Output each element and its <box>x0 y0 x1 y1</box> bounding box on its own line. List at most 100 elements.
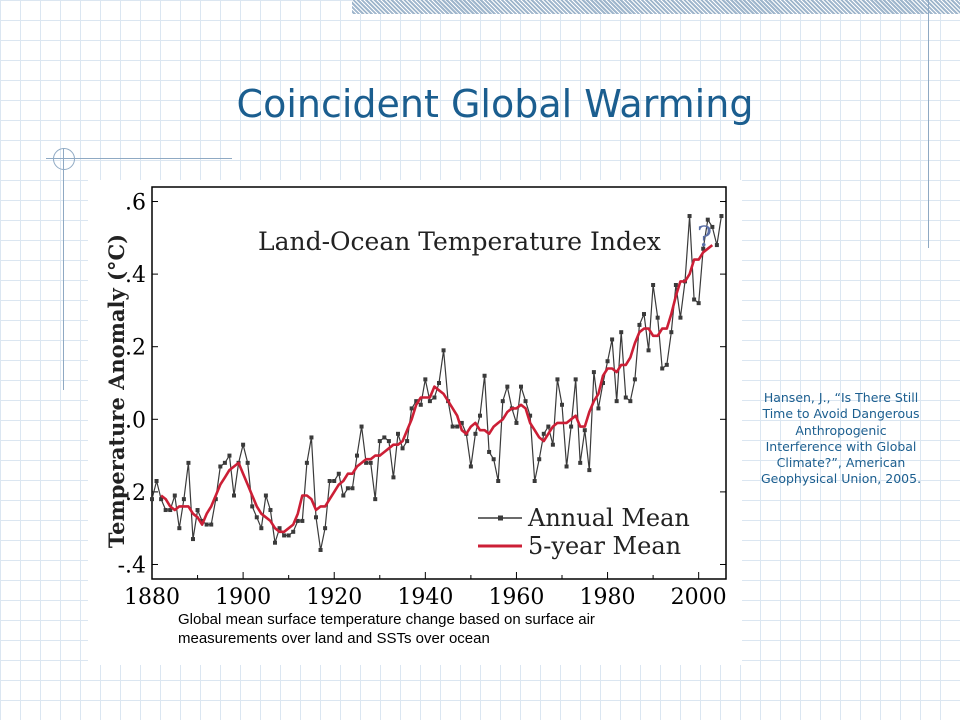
annual-mean-point <box>332 479 337 483</box>
annual-mean-point <box>450 424 455 429</box>
annual-mean-point <box>628 399 633 404</box>
annual-mean-point <box>573 377 578 382</box>
header-pattern-band <box>352 0 960 14</box>
annual-mean-point <box>491 457 496 462</box>
legend-annual-marker <box>498 515 503 521</box>
annual-mean-point <box>200 518 205 523</box>
x-tick-label: 1900 <box>215 585 271 610</box>
annual-mean-point <box>473 431 478 436</box>
annual-mean-point <box>345 486 350 491</box>
decor-horizontal-rule <box>46 158 232 159</box>
annual-mean-point <box>195 508 200 513</box>
annual-mean-point <box>227 453 232 458</box>
annual-mean-point <box>368 460 373 465</box>
annual-mean-point <box>282 533 287 538</box>
annual-mean-point <box>432 395 437 400</box>
annual-mean-point <box>163 508 168 513</box>
annual-mean-point <box>560 402 564 407</box>
annual-mean-point <box>341 493 346 498</box>
annual-mean-point <box>286 533 291 538</box>
annual-mean-point <box>177 526 182 531</box>
annual-mean-point <box>218 464 223 469</box>
y-tick-label: .2 <box>125 336 146 361</box>
annual-mean-point <box>642 312 646 317</box>
annual-mean-point <box>564 464 569 469</box>
annual-mean-point <box>336 471 341 476</box>
annual-mean-point <box>373 497 378 502</box>
annual-mean-point <box>714 243 719 248</box>
annual-mean-point <box>232 493 236 498</box>
annual-mean-point <box>414 399 419 404</box>
annual-mean-point <box>327 479 332 483</box>
x-tick-label: 1980 <box>580 585 636 610</box>
annual-mean-point <box>291 529 296 534</box>
annual-mean-point <box>614 399 619 404</box>
annual-mean-point <box>550 442 555 447</box>
annual-mean-point <box>427 399 432 404</box>
annual-mean-point <box>405 439 410 444</box>
annual-mean-point <box>637 322 642 327</box>
annual-mean-point <box>596 406 601 411</box>
annual-mean-point <box>605 359 610 364</box>
citation-text: Hansen, J., “Is There Still Time to Avoi… <box>760 390 922 487</box>
annual-mean-point <box>423 377 428 382</box>
annual-mean-point <box>482 373 487 378</box>
annual-mean-point <box>478 413 482 418</box>
annotation-question-mark: ? <box>697 220 712 253</box>
annual-mean-point <box>455 424 460 429</box>
annual-mean-point <box>532 479 537 483</box>
chart-title: Land-Ocean Temperature Index <box>258 227 661 256</box>
y-tick-label: -.4 <box>118 553 146 578</box>
annual-mean-point <box>154 479 159 483</box>
annual-mean-point <box>273 540 277 545</box>
annual-mean-point <box>241 442 246 447</box>
annual-mean-point <box>669 330 674 335</box>
x-tick-label: 1880 <box>124 585 180 610</box>
legend-annual-label: Annual Mean <box>527 504 690 532</box>
annual-mean-point <box>386 439 391 444</box>
annual-mean-point <box>359 424 364 429</box>
annual-mean-point <box>619 330 624 335</box>
annual-mean-point <box>159 497 164 502</box>
annual-mean-point <box>710 224 715 229</box>
annual-mean-point <box>655 315 660 320</box>
annual-mean-point <box>250 504 255 509</box>
annual-mean-point <box>191 537 195 542</box>
annual-mean-point <box>295 518 300 523</box>
annual-mean-point <box>304 460 309 465</box>
annual-mean-point <box>323 526 328 531</box>
annual-mean-point <box>646 348 651 353</box>
annual-mean-point <box>632 377 637 382</box>
annual-mean-point <box>591 370 596 375</box>
annual-mean-point <box>569 424 574 429</box>
annual-mean-point <box>150 497 154 502</box>
annual-mean-point <box>546 424 551 429</box>
annual-mean-point <box>487 449 492 454</box>
annual-mean-point <box>314 515 318 520</box>
annual-mean-point <box>692 297 697 302</box>
y-tick-label: .4 <box>125 263 146 288</box>
annual-mean-point <box>318 547 323 552</box>
annual-mean-point <box>578 460 583 465</box>
annual-mean-point <box>687 214 692 219</box>
annual-mean-point <box>514 420 519 425</box>
annual-mean-point <box>582 428 587 433</box>
annual-mean-point <box>664 362 669 367</box>
annual-mean-point <box>610 337 615 342</box>
annual-mean-point <box>623 395 628 400</box>
temperature-chart: .6 .4 .2 .0 -.2 -.4 1880 1900 1920 1940 1960 1980 20… <box>104 186 727 610</box>
annual-mean-point <box>719 214 724 219</box>
legend-five-year-label: 5-year Mean <box>528 532 681 560</box>
annual-mean-point <box>468 464 473 469</box>
annual-mean-point <box>186 460 191 465</box>
y-tick-label: .0 <box>125 408 146 433</box>
decor-circle <box>53 148 75 170</box>
annual-mean-point <box>245 460 250 465</box>
annual-mean-point <box>391 475 396 480</box>
annual-mean-point <box>263 493 268 498</box>
annual-mean-point <box>651 283 656 287</box>
annual-mean-point <box>500 399 505 404</box>
annual-mean-point <box>705 217 710 222</box>
plot-frame <box>151 186 727 580</box>
annual-mean-point <box>660 366 665 371</box>
